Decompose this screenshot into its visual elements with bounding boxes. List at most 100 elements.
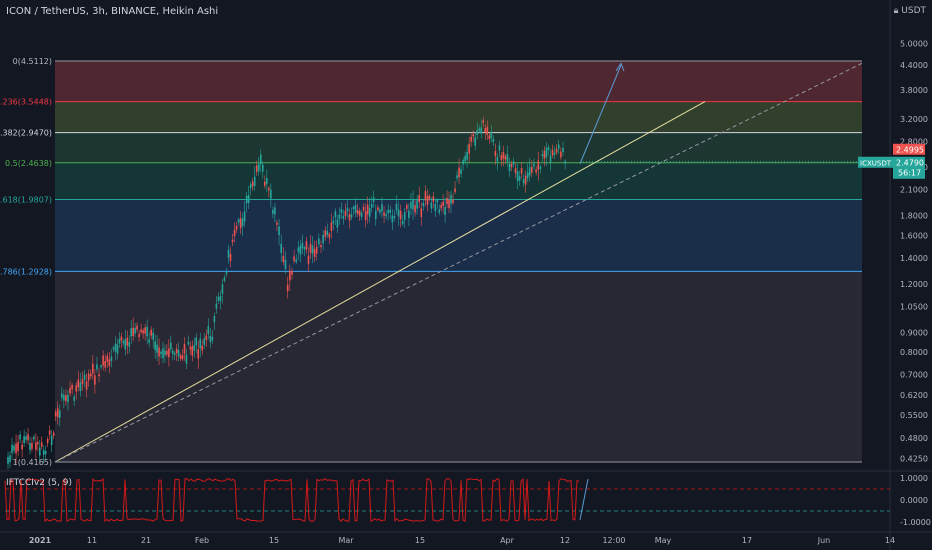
fib-zone bbox=[55, 199, 862, 272]
candle bbox=[474, 137, 477, 146]
candle bbox=[114, 343, 117, 352]
candle bbox=[502, 152, 505, 159]
candle bbox=[199, 338, 202, 349]
fib-zone bbox=[55, 132, 862, 163]
candle bbox=[27, 434, 29, 441]
candle bbox=[468, 143, 470, 154]
price-tick: 0.4800 bbox=[900, 434, 928, 443]
candle bbox=[11, 444, 13, 453]
candle bbox=[37, 442, 39, 445]
candle bbox=[320, 245, 322, 248]
candle bbox=[328, 234, 331, 238]
dashed-trendline[interactable] bbox=[54, 62, 863, 463]
candle bbox=[389, 209, 392, 213]
candle bbox=[462, 159, 464, 165]
fib-zone bbox=[55, 101, 862, 133]
candle bbox=[241, 218, 244, 227]
candle bbox=[247, 195, 250, 204]
candle bbox=[293, 256, 295, 262]
candle bbox=[564, 160, 566, 164]
candle bbox=[219, 295, 222, 302]
last-price-box bbox=[893, 156, 925, 179]
last-price-value: 2.4790 bbox=[896, 158, 924, 167]
candle bbox=[146, 326, 148, 337]
candle bbox=[87, 373, 90, 381]
candle bbox=[181, 355, 184, 360]
time-axis[interactable]: 2021 11 21 Feb 15 Mar 15 Apr 12 12:00 May 17 Jun 14 bbox=[0, 531, 932, 545]
candle bbox=[152, 332, 155, 340]
price-tick: 4.4000 bbox=[900, 61, 928, 70]
candle bbox=[52, 432, 55, 436]
candle bbox=[189, 346, 192, 350]
candle bbox=[466, 152, 468, 160]
time-tick: Jun bbox=[817, 536, 831, 545]
price-tick: 0.8000 bbox=[900, 348, 928, 357]
candle bbox=[313, 248, 316, 257]
candle bbox=[166, 350, 168, 355]
projection-arrow[interactable] bbox=[579, 65, 622, 164]
candle bbox=[440, 204, 442, 209]
candle bbox=[543, 150, 546, 159]
candle bbox=[338, 214, 341, 219]
candle bbox=[259, 154, 262, 165]
candle bbox=[315, 246, 318, 254]
candle bbox=[551, 149, 554, 156]
candle bbox=[209, 335, 212, 342]
candle bbox=[362, 206, 365, 211]
candle bbox=[136, 325, 138, 330]
candle bbox=[446, 198, 448, 204]
candle bbox=[286, 284, 289, 292]
candle bbox=[195, 337, 198, 346]
candle bbox=[75, 385, 78, 392]
candle bbox=[58, 410, 61, 419]
currency-label[interactable]: 🔒︎ USDT bbox=[894, 6, 926, 16]
candle bbox=[280, 243, 283, 253]
candle bbox=[50, 435, 53, 445]
candle bbox=[408, 210, 410, 218]
candle bbox=[500, 155, 503, 161]
candle bbox=[187, 341, 190, 345]
candle bbox=[65, 395, 67, 402]
candle bbox=[282, 256, 285, 263]
candle bbox=[395, 203, 398, 211]
candle bbox=[344, 210, 347, 216]
price-tick: 1.2000 bbox=[900, 280, 928, 289]
candle bbox=[377, 207, 379, 211]
candle bbox=[448, 199, 450, 209]
candle bbox=[383, 212, 385, 216]
candle bbox=[128, 342, 131, 347]
candle bbox=[324, 230, 327, 237]
candle bbox=[162, 348, 164, 359]
time-tick: May bbox=[655, 536, 672, 545]
candle bbox=[420, 208, 423, 217]
fib-label: 1(0.4165) bbox=[13, 458, 52, 467]
candle bbox=[506, 154, 509, 162]
candle bbox=[73, 396, 75, 401]
candle bbox=[268, 187, 270, 191]
candle bbox=[112, 347, 115, 350]
candle bbox=[504, 156, 507, 160]
candle bbox=[191, 346, 194, 356]
time-tick: 15 bbox=[269, 536, 279, 545]
ref-price-box bbox=[893, 143, 925, 155]
time-tick: 15 bbox=[415, 536, 425, 545]
candle bbox=[430, 202, 433, 209]
candle bbox=[92, 363, 94, 374]
support-trendline[interactable] bbox=[54, 101, 706, 463]
candle bbox=[134, 327, 136, 334]
candle bbox=[366, 204, 369, 215]
candle bbox=[387, 209, 389, 214]
candle bbox=[77, 379, 80, 388]
candle bbox=[272, 209, 274, 214]
candle bbox=[385, 214, 387, 217]
candle bbox=[17, 442, 19, 452]
candle bbox=[207, 326, 210, 335]
candle bbox=[284, 259, 287, 270]
candle bbox=[307, 255, 310, 264]
candle bbox=[442, 201, 444, 206]
candle bbox=[528, 167, 531, 176]
candle bbox=[98, 374, 100, 377]
candle bbox=[553, 152, 556, 155]
